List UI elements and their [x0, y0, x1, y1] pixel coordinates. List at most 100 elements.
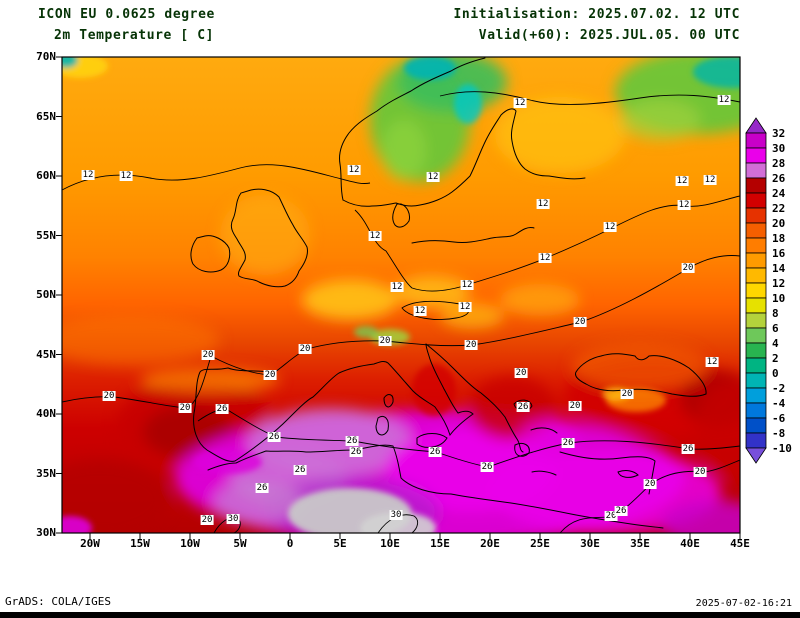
colorbar-tick-label: 30	[772, 142, 785, 155]
lon-tick-label: 5W	[233, 537, 247, 550]
colorbar-segment	[745, 447, 767, 464]
lon-tick-label: 0	[286, 537, 294, 550]
contour-label: 12	[536, 199, 550, 209]
contour-label: 26	[267, 432, 281, 442]
model-title: ICON EU 0.0625 degree	[38, 7, 215, 22]
contour-label: 20	[378, 336, 392, 346]
contour-label: 12	[119, 171, 133, 181]
contour-label: 20	[573, 317, 587, 327]
colorbar-tick-label: 0	[772, 367, 779, 380]
lon-tick-label: 30E	[580, 537, 600, 550]
contour-label: 26	[428, 447, 442, 457]
colorbar-segment	[745, 252, 767, 269]
colorbar-tick-label: 10	[772, 292, 785, 305]
lat-tick-label: 35N	[36, 466, 56, 480]
contour-label: 26	[614, 506, 628, 516]
contour-label: 30	[226, 514, 240, 524]
contour-label: 26	[681, 444, 695, 454]
colorbar-tick-label: 2	[772, 352, 779, 365]
lat-tick-label: 40N	[36, 407, 56, 420]
colorbar-tick-label: 16	[772, 247, 786, 260]
colorbar-segment	[745, 357, 767, 374]
colorbar-segment	[745, 327, 767, 344]
contour-label: 20	[620, 389, 634, 399]
colorbar-tick-label: 4	[772, 337, 779, 350]
contour-label: 12	[677, 200, 691, 210]
colorbar-segment	[745, 282, 767, 299]
lat-tick-label: 70N	[36, 50, 56, 63]
contour-label: 20	[568, 401, 582, 411]
lon-tick-label: 15E	[430, 537, 450, 550]
lat-tick-label: 55N	[36, 228, 56, 242]
colorbar-tick-label: 22	[772, 202, 785, 215]
lat-tick-label: 45N	[36, 347, 56, 361]
contour-label: 26	[293, 465, 307, 475]
lon-tick-label: 25E	[530, 537, 550, 550]
colorbar-segment	[745, 267, 767, 284]
contour-label: 12	[675, 176, 689, 186]
contour-label: 12	[460, 280, 474, 290]
axis-ticks	[56, 56, 741, 539]
colorbar-tick-label: 18	[772, 232, 785, 245]
colorbar-segment	[745, 342, 767, 359]
colorbar-tick-label: 32	[772, 127, 785, 140]
colorbar-segment	[745, 372, 767, 389]
colorbar-tick-label: 28	[772, 157, 785, 170]
contour-label: 12	[81, 170, 95, 180]
contour-label: 26	[349, 447, 363, 457]
contour-label: 20	[643, 479, 657, 489]
lon-tick-label: 20W	[80, 537, 100, 550]
contour-label: 26	[255, 483, 269, 493]
colorbar-segment	[745, 177, 767, 194]
colorbar-segment	[745, 207, 767, 224]
contour-label: 20	[200, 515, 214, 525]
lon-tick-label: 20E	[480, 537, 500, 550]
contour-label: 12	[717, 95, 731, 105]
lon-tick-label: 15W	[130, 537, 150, 550]
colorbar-segment	[745, 312, 767, 329]
lon-tick-label: 10W	[180, 537, 200, 550]
colorbar-segment	[745, 432, 767, 449]
grads-credit: GrADS: COLA/IGES	[5, 595, 111, 608]
lon-tick-label: 10E	[380, 537, 400, 550]
contour-label: 20	[102, 391, 116, 401]
contour-label: 12	[538, 253, 552, 263]
contour-label: 20	[464, 340, 478, 350]
colorbar-segment	[745, 162, 767, 179]
init-time: Initialisation: 2025.07.02. 12 UTC	[453, 7, 740, 22]
bottom-border-bar	[0, 612, 800, 618]
contour-label: 20	[514, 368, 528, 378]
colorbar-segment	[745, 237, 767, 254]
contour-label: 12	[390, 282, 404, 292]
field-title: 2m Temperature [ C]	[54, 28, 215, 43]
colorbar-tick-label: -2	[772, 382, 785, 395]
colorbar-tick-label: -10	[772, 442, 792, 455]
contour-label: 20	[693, 467, 707, 477]
lat-tick-label: 65N	[36, 109, 56, 123]
contour-label: 26	[480, 462, 494, 472]
colorbar-segment	[745, 132, 767, 149]
colorbar-segment	[745, 402, 767, 419]
colorbar-tick-label: 20	[772, 217, 785, 230]
contour-label: 30	[389, 510, 403, 520]
colorbar-segment	[745, 297, 767, 314]
colorbar-tick-label: 26	[772, 172, 786, 185]
contour-label: 20	[298, 344, 312, 354]
colorbar-tick-label: 12	[772, 277, 785, 290]
contour-label: 26	[516, 402, 530, 412]
colorbar-segment	[745, 222, 767, 239]
contour-label: 12	[603, 222, 617, 232]
colorbar-tick-label: -8	[772, 427, 785, 440]
contour-label: 12	[347, 165, 361, 175]
contour-label: 20	[681, 263, 695, 273]
colorbar-segment	[745, 147, 767, 164]
contour-label: 20	[263, 370, 277, 380]
colorbar-segment	[745, 417, 767, 434]
lat-tick-label: 60N	[36, 169, 56, 182]
lon-tick-label: 45E	[730, 537, 750, 550]
temperature-field	[62, 57, 740, 533]
contour-label: 20	[604, 511, 618, 521]
